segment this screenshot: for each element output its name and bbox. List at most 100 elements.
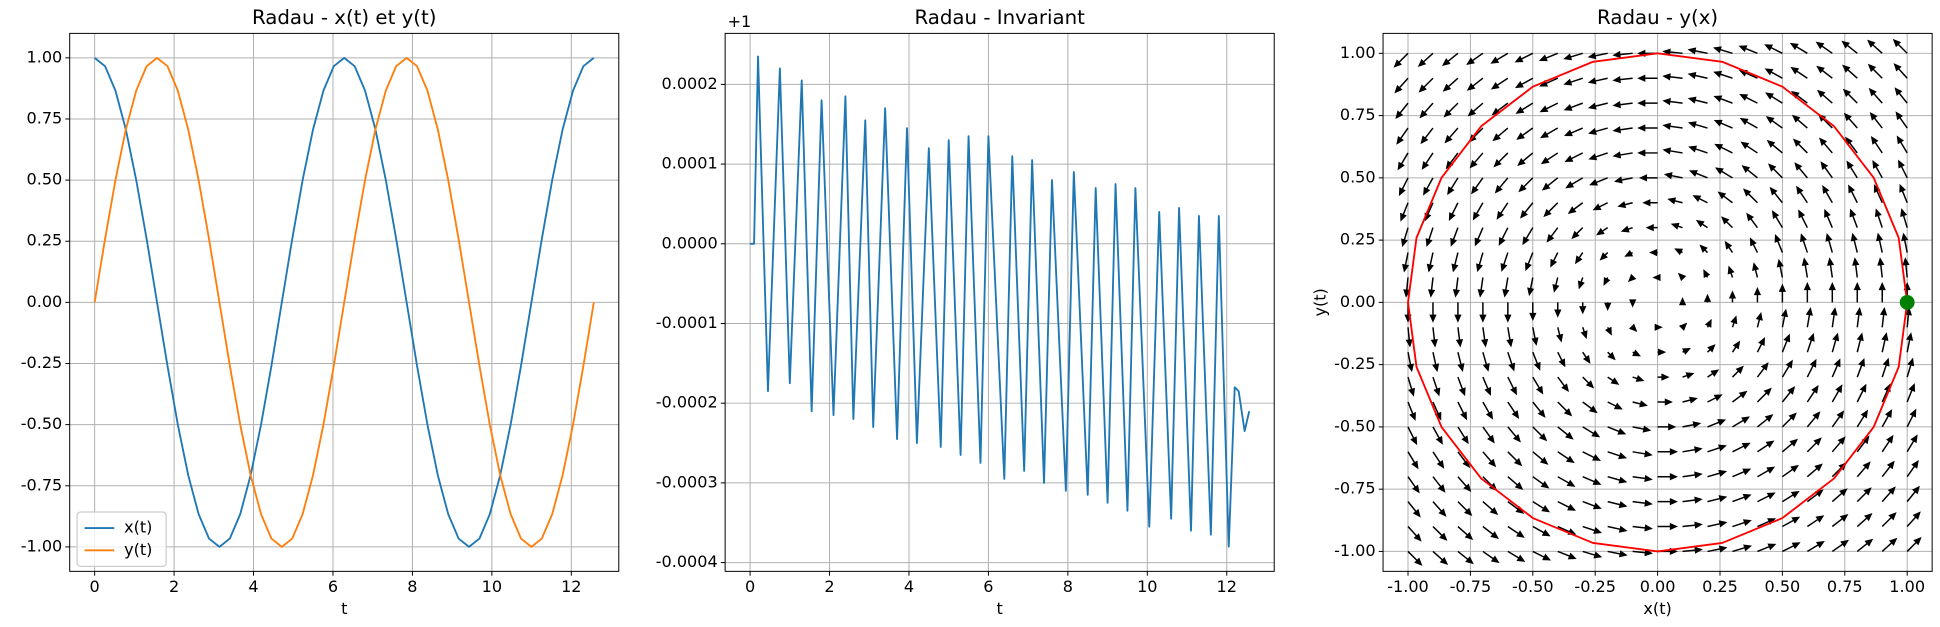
quiver-arrow bbox=[1688, 145, 1708, 154]
quiver-arrow bbox=[1881, 460, 1895, 478]
quiver-arrow bbox=[1632, 349, 1642, 357]
quiver-arrow bbox=[1592, 202, 1609, 211]
quiver-arrow bbox=[1856, 435, 1870, 453]
quiver-arrow bbox=[1589, 177, 1608, 186]
quiver-arrow bbox=[1474, 227, 1484, 247]
quiver-arrow bbox=[1452, 277, 1461, 298]
quiver-arrow bbox=[1632, 400, 1648, 408]
quiver-arrow bbox=[1721, 216, 1734, 229]
quiver-arrow bbox=[1704, 318, 1712, 328]
quiver-arrow bbox=[1682, 446, 1703, 454]
quiver-arrow bbox=[1845, 136, 1858, 154]
quiver-arrow bbox=[1707, 444, 1727, 453]
quiver-arrow bbox=[1466, 52, 1484, 66]
quiver-arrow bbox=[1457, 401, 1468, 421]
quiver-arrow bbox=[1507, 376, 1517, 396]
quiver-arrow bbox=[1703, 269, 1711, 278]
quiver-arrow bbox=[1612, 151, 1633, 159]
quiver-arrow bbox=[1662, 122, 1683, 130]
quiver-arrow bbox=[1557, 426, 1574, 440]
quiver-arrow bbox=[1507, 451, 1523, 467]
x-tick-label: 0.00 bbox=[1640, 577, 1676, 596]
quiver-arrow bbox=[1637, 124, 1658, 132]
quiver-arrow bbox=[1419, 102, 1434, 119]
quiver-arrow bbox=[1856, 487, 1872, 503]
quiver-arrow bbox=[1874, 208, 1883, 228]
quiver-arrow bbox=[1574, 252, 1584, 265]
quiver-arrow bbox=[1678, 322, 1688, 331]
legend-label: y(t) bbox=[124, 540, 152, 559]
quiver-arrow bbox=[1582, 451, 1601, 461]
quiver-arrow bbox=[1442, 77, 1459, 92]
quiver-arrow bbox=[1682, 347, 1691, 355]
quiver-arrow bbox=[1816, 89, 1833, 104]
quiver-arrow bbox=[1724, 240, 1734, 253]
y-axis-label: y(t) bbox=[1311, 288, 1330, 316]
quiver-arrow bbox=[1454, 302, 1462, 323]
legend-label: x(t) bbox=[124, 518, 152, 537]
quiver-arrow bbox=[1507, 426, 1521, 443]
quiver-arrow bbox=[1881, 537, 1898, 552]
quiver-arrow bbox=[1607, 401, 1623, 410]
x-axis-label: t bbox=[997, 599, 1003, 618]
quiver-arrow bbox=[1877, 257, 1885, 278]
quiver-arrow bbox=[1538, 52, 1559, 62]
quiver-arrow bbox=[1731, 340, 1741, 353]
quiver-arrow bbox=[1657, 423, 1677, 431]
quiver-arrow bbox=[1531, 327, 1539, 346]
quiver-arrow bbox=[1394, 77, 1409, 94]
quiver-arrow bbox=[1846, 160, 1858, 179]
quiver-arrow bbox=[1732, 468, 1752, 478]
quiver-arrow bbox=[1856, 512, 1873, 528]
quiver-arrow bbox=[1657, 448, 1678, 456]
quiver-arrow bbox=[1448, 202, 1459, 221]
quiver-arrow bbox=[1820, 161, 1833, 179]
quiver-arrow bbox=[1532, 500, 1551, 513]
quiver-arrow bbox=[1806, 515, 1825, 528]
quiver-arrow bbox=[1682, 496, 1703, 504]
quiver-arrow bbox=[1582, 500, 1602, 510]
quiver-arrow bbox=[1482, 351, 1490, 372]
quiver-arrow bbox=[1541, 177, 1559, 191]
quiver-arrow bbox=[1654, 323, 1663, 331]
quiver-arrow bbox=[1532, 401, 1546, 418]
quiver-arrow bbox=[1798, 209, 1809, 228]
quiver-arrow bbox=[1652, 273, 1661, 282]
axes-frame bbox=[69, 32, 620, 572]
quiver-arrow bbox=[1906, 460, 1919, 478]
quiver-arrow bbox=[1532, 451, 1549, 465]
quiver-arrow bbox=[1467, 102, 1484, 117]
quiver-arrow bbox=[1432, 550, 1449, 566]
quiver-arrow bbox=[1397, 152, 1409, 171]
x-tick-label: -0.75 bbox=[1450, 577, 1492, 596]
quiver-arrow bbox=[1407, 501, 1421, 518]
quiver-arrow bbox=[1612, 126, 1633, 134]
quiver-arrow bbox=[1491, 102, 1509, 116]
quiver-arrow bbox=[1582, 401, 1598, 414]
quiver-arrow bbox=[1713, 70, 1733, 79]
x-tick-label: 10 bbox=[1137, 577, 1157, 596]
data-line bbox=[93, 56, 595, 548]
quiver-arrow bbox=[1627, 273, 1637, 283]
quiver-arrow bbox=[1490, 52, 1509, 64]
quiver-arrow bbox=[1506, 327, 1514, 348]
x-axis-label: t bbox=[341, 599, 347, 618]
quiver-arrow bbox=[1632, 549, 1653, 557]
quiver-arrow bbox=[1781, 359, 1793, 378]
quiver-arrow bbox=[1582, 351, 1591, 364]
quiver-arrow bbox=[1756, 414, 1774, 428]
quiver-arrow bbox=[1878, 281, 1886, 303]
quiver-arrow bbox=[1395, 102, 1409, 120]
quiver-arrow bbox=[1769, 186, 1783, 204]
quiver-arrow bbox=[1892, 38, 1908, 54]
quiver-arrow bbox=[1432, 501, 1447, 517]
quiver-arrow bbox=[1632, 375, 1645, 382]
quiver-arrow bbox=[1657, 348, 1667, 356]
quiver-arrow bbox=[1662, 147, 1683, 155]
quiver-arrow bbox=[1782, 542, 1801, 553]
quiver-arrow bbox=[1498, 227, 1509, 246]
y-tick-label: 0.0002 bbox=[662, 74, 718, 93]
quiver-arrow bbox=[1546, 227, 1559, 243]
quiver-arrow bbox=[1532, 550, 1552, 561]
